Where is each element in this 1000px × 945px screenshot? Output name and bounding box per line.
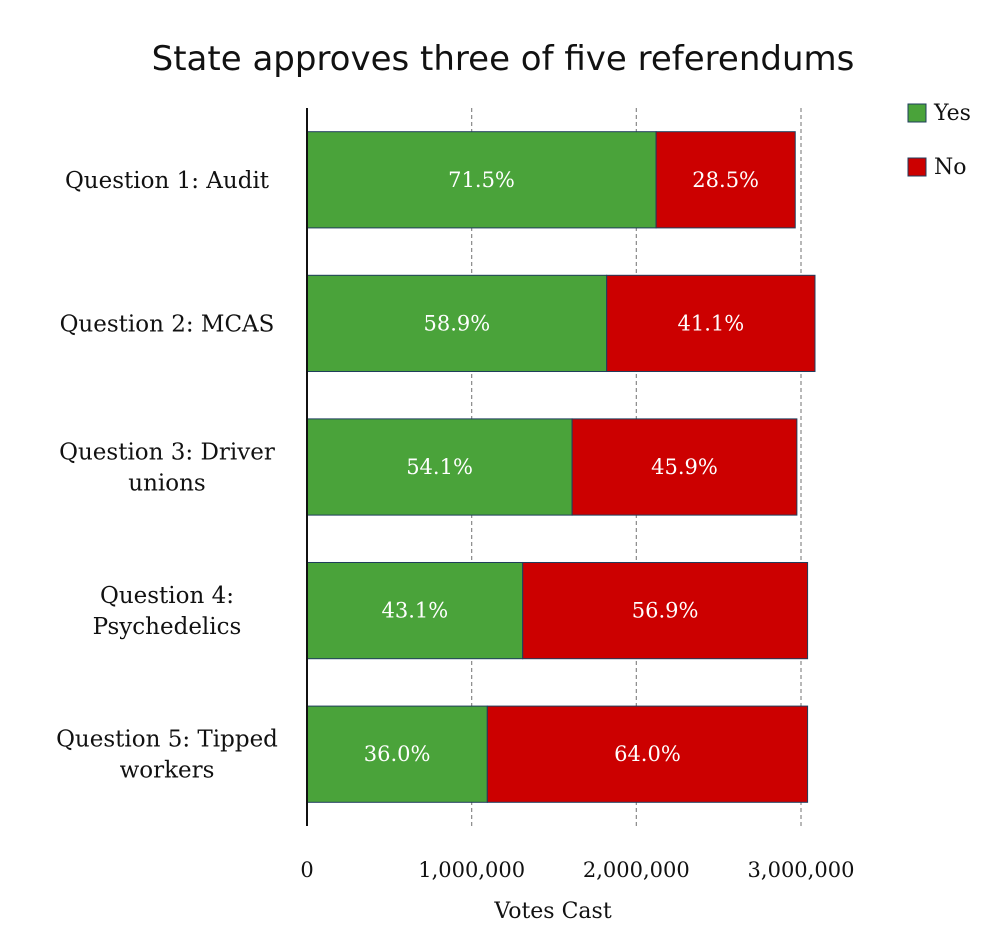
bar-label-no-2: 41.1%: [677, 311, 744, 335]
x-tick-label-0: 0: [300, 858, 313, 882]
legend: Yes No: [907, 101, 971, 180]
category-label-4-line-2: Psychedelics: [93, 614, 242, 640]
category-labels: Question 1: Audit Question 2: MCAS Questio…: [56, 168, 278, 784]
x-tick-label-1: 1,000,000: [418, 858, 525, 882]
x-axis-title: Votes Cast: [493, 899, 611, 924]
bar-label-yes-2: 58.9%: [423, 311, 490, 335]
legend-label-yes: Yes: [933, 101, 971, 126]
bar-label-no-4: 56.9%: [632, 599, 699, 623]
bar-yes-1: [306, 131, 657, 229]
bar-label-yes-5: 36.0%: [364, 742, 431, 766]
bar-label-no-3: 45.9%: [651, 455, 718, 479]
bar-no-1: [655, 131, 796, 229]
bar-no-3: [571, 418, 798, 516]
bar-label-yes-1: 71.5%: [448, 168, 515, 192]
chart-title: State approves three of five referendums: [152, 39, 855, 79]
category-label-4-line-1: Question 4:: [100, 583, 234, 609]
bar-label-yes-4: 43.1%: [381, 599, 448, 623]
bar-yes-4: [306, 561, 524, 660]
bar-no-2: [606, 274, 816, 373]
bar-label-no-1: 28.5%: [692, 168, 759, 192]
category-label-3-line-1: Question 3: Driver: [59, 440, 275, 466]
x-tick-labels: 0 1,000,000 2,000,000 3,000,000: [300, 858, 854, 882]
bar-no-5: [486, 705, 809, 803]
category-label-5-line-2: workers: [120, 758, 215, 784]
legend-swatch-no: [907, 157, 927, 177]
category-label-1-line-1: Question 1: Audit: [65, 168, 270, 194]
legend-swatch-yes: [907, 103, 927, 123]
bar-no-4: [522, 561, 809, 660]
bar-label-yes-3: 54.1%: [406, 455, 473, 479]
bar-yes-2: [306, 274, 608, 373]
legend-label-no: No: [934, 155, 967, 180]
category-label-2-line-1: Question 2: MCAS: [60, 311, 275, 337]
bar-label-no-5: 64.0%: [614, 742, 681, 766]
category-label-5-line-1: Question 5: Tipped: [56, 727, 278, 753]
bars-group: 71.5% 28.5% 58.9% 41.1% 54.1% 45.9% 43.1% 56.9%…: [306, 131, 816, 803]
x-tick-label-2: 2,000,000: [583, 858, 690, 882]
x-tick-label-3: 3,000,000: [748, 858, 855, 882]
category-label-3-line-2: unions: [128, 471, 205, 497]
bar-yes-3: [306, 418, 573, 516]
